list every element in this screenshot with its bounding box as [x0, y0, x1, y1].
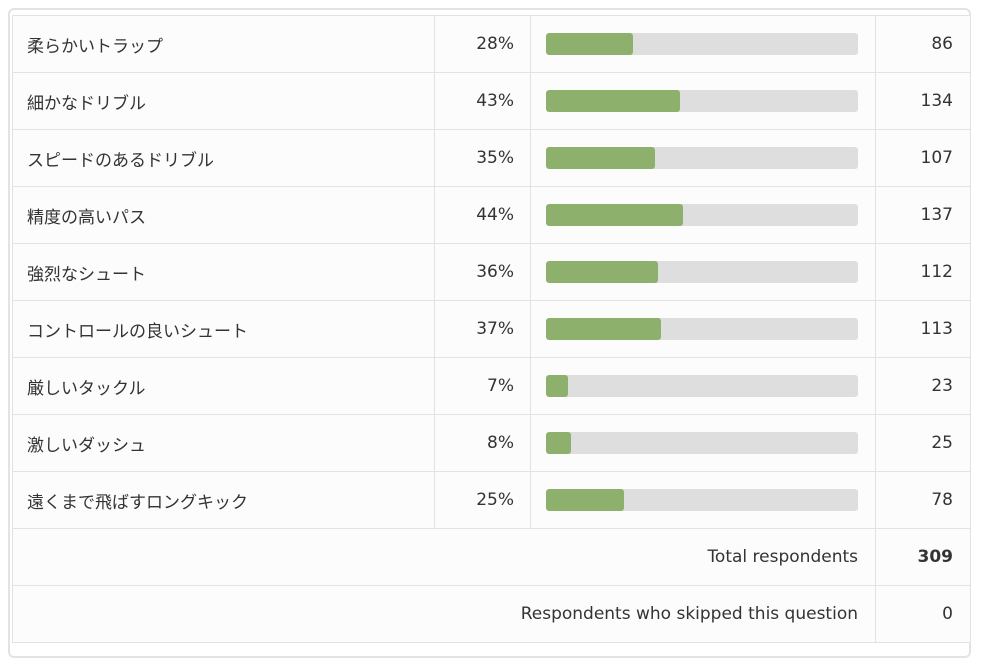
- count: 137: [875, 186, 971, 244]
- count: 23: [875, 357, 971, 415]
- bar-cell: [530, 471, 876, 529]
- percent-label: 8%: [434, 414, 531, 472]
- bar-fill: [546, 318, 662, 340]
- bar-cell: [530, 15, 876, 73]
- count: 78: [875, 471, 971, 529]
- footer-row: Total respondents 309: [12, 528, 971, 586]
- bar-fill: [546, 489, 624, 511]
- bar-track: [546, 90, 858, 112]
- table-body: 柔らかいトラップ 28% 86 細かなドリブル 43% 134 スピードのあるドリブル 35%…: [12, 15, 971, 643]
- bar-cell: [530, 414, 876, 472]
- answer-label: 精度の高いパス: [12, 186, 435, 244]
- row: 細かなドリブル 43% 134: [12, 72, 971, 130]
- answer-label: コントロールの良いシュート: [12, 300, 435, 358]
- bar-track: [546, 318, 858, 340]
- count: 112: [875, 243, 971, 301]
- count: 25: [875, 414, 971, 472]
- bar-track: [546, 204, 858, 226]
- bar-cell: [530, 243, 876, 301]
- answer-label: 厳しいタックル: [12, 357, 435, 415]
- row: スピードのあるドリブル 35% 107: [12, 129, 971, 187]
- bar-fill: [546, 33, 634, 55]
- results-table: 柔らかいトラップ 28% 86 細かなドリブル 43% 134 スピードのあるドリブル 35%…: [12, 15, 971, 643]
- bar-track: [546, 375, 858, 397]
- row: 精度の高いパス 44% 137: [12, 186, 971, 244]
- bar-track: [546, 33, 858, 55]
- bar-fill: [546, 375, 568, 397]
- bar-fill: [546, 147, 656, 169]
- bar-track: [546, 261, 858, 283]
- answer-label: 激しいダッシュ: [12, 414, 435, 472]
- percent-label: 7%: [434, 357, 531, 415]
- bar-track: [546, 147, 858, 169]
- answer-label: 細かなドリブル: [12, 72, 435, 130]
- bar-cell: [530, 129, 876, 187]
- row: コントロールの良いシュート 37% 113: [12, 300, 971, 358]
- footer-count: 309: [875, 528, 971, 586]
- footer-label: Respondents who skipped this question: [12, 585, 876, 643]
- row: 柔らかいトラップ 28% 86: [12, 15, 971, 73]
- row: 激しいダッシュ 8% 25: [12, 414, 971, 472]
- answer-label: 柔らかいトラップ: [12, 15, 435, 73]
- row: 遠くまで飛ばすロングキック 25% 78: [12, 471, 971, 529]
- footer-label: Total respondents: [12, 528, 876, 586]
- row: 厳しいタックル 7% 23: [12, 357, 971, 415]
- count: 86: [875, 15, 971, 73]
- bar-fill: [546, 432, 571, 454]
- bar-fill: [546, 90, 681, 112]
- percent-label: 35%: [434, 129, 531, 187]
- bar-cell: [530, 300, 876, 358]
- answer-label: 遠くまで飛ばすロングキック: [12, 471, 435, 529]
- bar-cell: [530, 72, 876, 130]
- row: 強烈なシュート 36% 112: [12, 243, 971, 301]
- percent-label: 37%: [434, 300, 531, 358]
- bar-cell: [530, 357, 876, 415]
- count: 113: [875, 300, 971, 358]
- percent-label: 25%: [434, 471, 531, 529]
- count: 134: [875, 72, 971, 130]
- count: 107: [875, 129, 971, 187]
- percent-label: 28%: [434, 15, 531, 73]
- answer-label: スピードのあるドリブル: [12, 129, 435, 187]
- bar-cell: [530, 186, 876, 244]
- bar-track: [546, 489, 858, 511]
- percent-label: 36%: [434, 243, 531, 301]
- percent-label: 43%: [434, 72, 531, 130]
- percent-label: 44%: [434, 186, 531, 244]
- footer-count: 0: [875, 585, 971, 643]
- bar-track: [546, 432, 858, 454]
- bar-fill: [546, 261, 659, 283]
- answer-label: 強烈なシュート: [12, 243, 435, 301]
- footer-row: Respondents who skipped this question 0: [12, 585, 971, 643]
- bar-fill: [546, 204, 684, 226]
